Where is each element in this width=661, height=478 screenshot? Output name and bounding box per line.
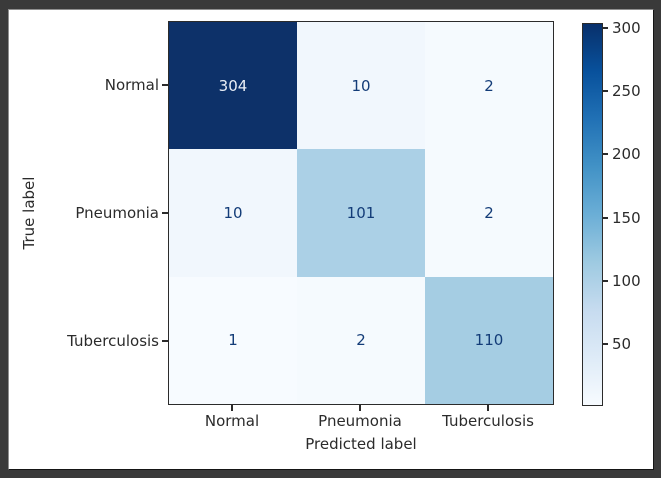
colorbar-tick-mark: [603, 153, 608, 156]
y-tick-mark: [162, 340, 168, 342]
colorbar-tick-label-300: 300: [612, 19, 641, 38]
x-tick-label-normal: Normal: [204, 412, 260, 430]
confusion-matrix-plot: 304 10 2 10 101 2 1 2 110: [168, 21, 554, 405]
heatmap-cell-normal-pneumonia: 10: [297, 22, 425, 150]
y-tick-label-normal: Normal: [104, 76, 159, 94]
y-tick-label-tuberculosis: Tuberculosis: [67, 332, 159, 350]
heatmap-cell-pneumonia-pneumonia: 101: [297, 149, 425, 277]
heatmap-cell-tuberculosis-normal: 1: [169, 276, 297, 404]
colorbar-tick-label-250: 250: [612, 82, 641, 101]
x-tick-label-tuberculosis: Tuberculosis: [442, 412, 534, 430]
colorbar: [582, 23, 603, 406]
heatmap-cell-normal-normal: 304: [169, 22, 297, 150]
colorbar-tick-label-150: 150: [612, 208, 641, 227]
heatmap-cell-tuberculosis-tuberculosis: 110: [425, 276, 553, 404]
colorbar-tick-mark: [603, 27, 608, 30]
heatmap-cell-normal-tuberculosis: 2: [425, 22, 553, 150]
y-tick-mark: [162, 84, 168, 86]
colorbar-tick-label-100: 100: [612, 271, 641, 290]
x-axis-label: Predicted label: [305, 435, 417, 453]
colorbar-tick-mark: [603, 216, 608, 219]
x-tick-mark: [487, 405, 489, 411]
y-tick-mark: [162, 212, 168, 214]
colorbar-tick-mark: [603, 90, 608, 93]
x-tick-label-pneumonia: Pneumonia: [318, 412, 402, 430]
x-tick-mark: [231, 405, 233, 411]
colorbar-tick-mark: [603, 343, 608, 346]
x-tick-mark: [359, 405, 361, 411]
y-tick-label-pneumonia: Pneumonia: [75, 204, 159, 222]
y-axis-label: True label: [20, 176, 38, 250]
heatmap-cell-pneumonia-tuberculosis: 2: [425, 149, 553, 277]
figure: 304 10 2 10 101 2 1 2 110 Normal Pneumonia Tubercu…: [8, 9, 654, 470]
colorbar-tick-label-200: 200: [612, 145, 641, 164]
heatmap-cell-tuberculosis-pneumonia: 2: [297, 276, 425, 404]
colorbar-tick-mark: [603, 279, 608, 282]
heatmap-cell-pneumonia-normal: 10: [169, 149, 297, 277]
colorbar-tick-label-50: 50: [612, 335, 632, 354]
